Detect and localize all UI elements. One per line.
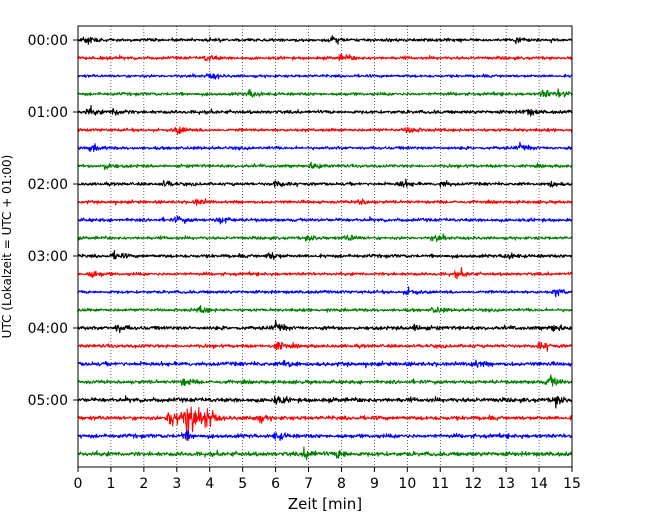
trace-line <box>77 266 573 280</box>
x-tick-label: 8 <box>337 476 346 492</box>
trace-line <box>77 35 573 45</box>
trace-line <box>77 319 573 334</box>
trace-line <box>77 161 573 171</box>
seismic-traces <box>77 35 573 461</box>
x-tick-label: 0 <box>74 476 83 492</box>
y-tick-label: 02:00 <box>28 177 68 193</box>
trace-line <box>77 286 573 298</box>
trace-line <box>77 446 573 461</box>
trace-line <box>77 359 573 369</box>
y-tick-label: 04:00 <box>28 321 68 337</box>
x-tick-label: 15 <box>563 476 581 492</box>
x-tick-label: 12 <box>464 476 482 492</box>
trace-line <box>77 374 573 387</box>
trace-line <box>77 126 573 135</box>
trace-line <box>77 178 573 188</box>
trace-line <box>77 215 573 225</box>
y-axis: 00:00 01:00 02:00 03:00 04:00 05:00 <box>28 33 78 409</box>
y-tick-label: 00:00 <box>28 33 68 49</box>
x-tick-label: 10 <box>398 476 416 492</box>
x-tick-label: 3 <box>172 476 181 492</box>
x-tick-label: 5 <box>238 476 247 492</box>
trace-line <box>77 104 573 117</box>
trace-line <box>77 141 573 153</box>
x-tick-label: 13 <box>497 476 515 492</box>
x-tick-label: 1 <box>106 476 115 492</box>
trace-line <box>77 72 573 80</box>
trace-line <box>77 198 573 206</box>
x-tick-label: 11 <box>431 476 449 492</box>
trace-line <box>77 233 573 243</box>
trace-line <box>77 429 573 442</box>
x-tick-label: 9 <box>370 476 379 492</box>
y-tick-label: 05:00 <box>28 393 68 409</box>
x-tick-label: 7 <box>304 476 313 492</box>
trace-line <box>77 406 573 441</box>
trace-line <box>77 250 573 261</box>
x-axis: 0 1 2 3 4 5 6 7 8 9 10 11 12 13 14 15 <box>74 467 581 492</box>
y-tick-label: 01:00 <box>28 105 68 121</box>
trace-line <box>77 88 573 98</box>
x-tick-label: 2 <box>139 476 148 492</box>
x-tick-label: 14 <box>530 476 548 492</box>
x-tick-label: 4 <box>205 476 214 492</box>
y-tick-label: 03:00 <box>28 249 68 265</box>
trace-line <box>77 395 573 409</box>
plot-frame <box>77 25 573 468</box>
trace-line <box>77 304 573 314</box>
trace-line <box>77 341 573 352</box>
x-tick-label: 6 <box>271 476 280 492</box>
x-axis-label: Zeit [min] <box>288 495 362 513</box>
trace-line <box>77 53 573 62</box>
y-axis-label: UTC (Lokalzeit = UTC + 01:00) <box>0 155 14 339</box>
